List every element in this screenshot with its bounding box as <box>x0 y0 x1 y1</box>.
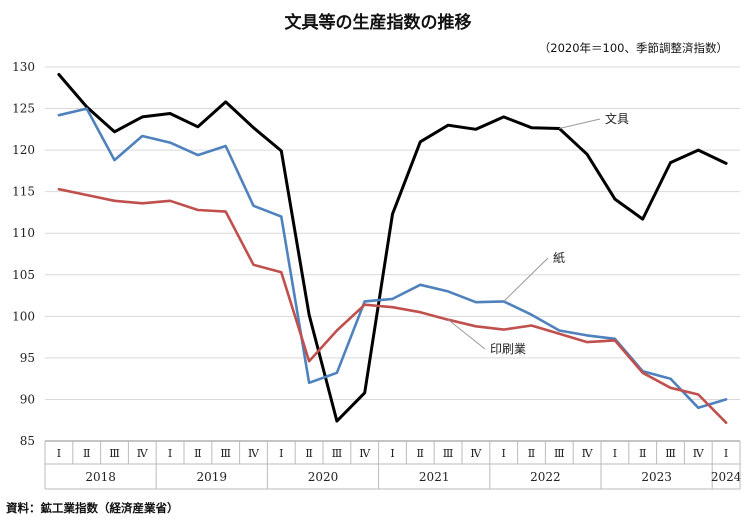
gridlines <box>45 66 740 400</box>
year-label: 2024 <box>711 470 742 484</box>
quarter-label: Ⅳ <box>248 447 260 460</box>
year-label: 2021 <box>419 470 450 484</box>
quarter-label: Ⅱ <box>528 447 535 460</box>
quarter-label: Ⅱ <box>305 447 312 460</box>
y-tick-label: 120 <box>12 143 35 157</box>
chart-source: 資料：鉱工業指数（経済産業省） <box>6 501 179 515</box>
quarter-label: Ⅳ <box>693 447 705 460</box>
y-tick-label: 125 <box>12 102 35 116</box>
series-leader-line <box>503 257 549 302</box>
x-axis: 85 90 95 100 105 110 115 120 125 130 Ⅰ Ⅱ Ⅲ Ⅳ Ⅰ Ⅱ Ⅲ Ⅳ Ⅰ Ⅱ Ⅲ Ⅳ Ⅰ… <box>12 60 742 490</box>
year-label: 2018 <box>85 470 116 484</box>
y-tick-label: 115 <box>12 185 35 199</box>
quarter-label: Ⅱ <box>417 447 424 460</box>
quarter-label: Ⅰ <box>502 447 506 460</box>
quarter-label: Ⅰ <box>724 447 728 460</box>
y-tick-label: 130 <box>12 60 35 74</box>
year-label: 2023 <box>641 470 672 484</box>
quarter-label: Ⅰ <box>168 447 172 460</box>
y-tick-label: 110 <box>12 226 35 240</box>
quarter-label: Ⅳ <box>582 447 594 460</box>
y-tick-label: 90 <box>20 392 35 406</box>
series-label: 紙 <box>553 250 565 265</box>
series-lines <box>57 73 728 425</box>
quarter-label: Ⅱ <box>83 447 90 460</box>
quarter-label: Ⅲ <box>332 447 343 460</box>
series-line <box>57 187 728 425</box>
quarter-label: Ⅲ <box>443 447 454 460</box>
quarter-label: Ⅰ <box>279 447 283 460</box>
y-tick-label: 105 <box>12 268 35 282</box>
quarter-label: Ⅰ <box>613 447 617 460</box>
year-label: 2019 <box>197 470 228 484</box>
quarter-label: Ⅱ <box>194 447 201 460</box>
year-label: 2020 <box>308 470 339 484</box>
y-tick-label: 95 <box>20 351 35 365</box>
chart-title: 文具等の生産指数の推移 <box>284 13 472 33</box>
series-label: 文具 <box>605 111 629 126</box>
quarter-label: Ⅰ <box>57 447 61 460</box>
y-tick-label: 100 <box>12 309 35 323</box>
quarter-label: Ⅲ <box>109 447 120 460</box>
line-chart: 85 90 95 100 105 110 115 120 125 130 Ⅰ Ⅱ Ⅲ Ⅳ Ⅰ Ⅱ Ⅲ Ⅳ Ⅰ Ⅱ Ⅲ Ⅳ Ⅰ… <box>12 60 742 490</box>
year-label: 2022 <box>530 470 561 484</box>
quarter-label: Ⅲ <box>665 447 676 460</box>
series-line <box>57 107 728 410</box>
quarter-label: Ⅰ <box>390 447 394 460</box>
series-leader-line <box>447 319 486 350</box>
quarter-label: Ⅱ <box>639 447 646 460</box>
quarter-label: Ⅲ <box>220 447 231 460</box>
series-leader-line <box>559 118 601 129</box>
series-line <box>57 73 728 423</box>
chart-note: （2020年＝100、季節調整済指数） <box>538 41 728 55</box>
y-tick-label: 85 <box>20 434 35 448</box>
series-label: 印刷業 <box>490 342 526 356</box>
quarter-label: Ⅳ <box>470 447 482 460</box>
quarter-label: Ⅳ <box>359 447 371 460</box>
quarter-label: Ⅳ <box>137 447 149 460</box>
quarter-label: Ⅲ <box>554 447 565 460</box>
